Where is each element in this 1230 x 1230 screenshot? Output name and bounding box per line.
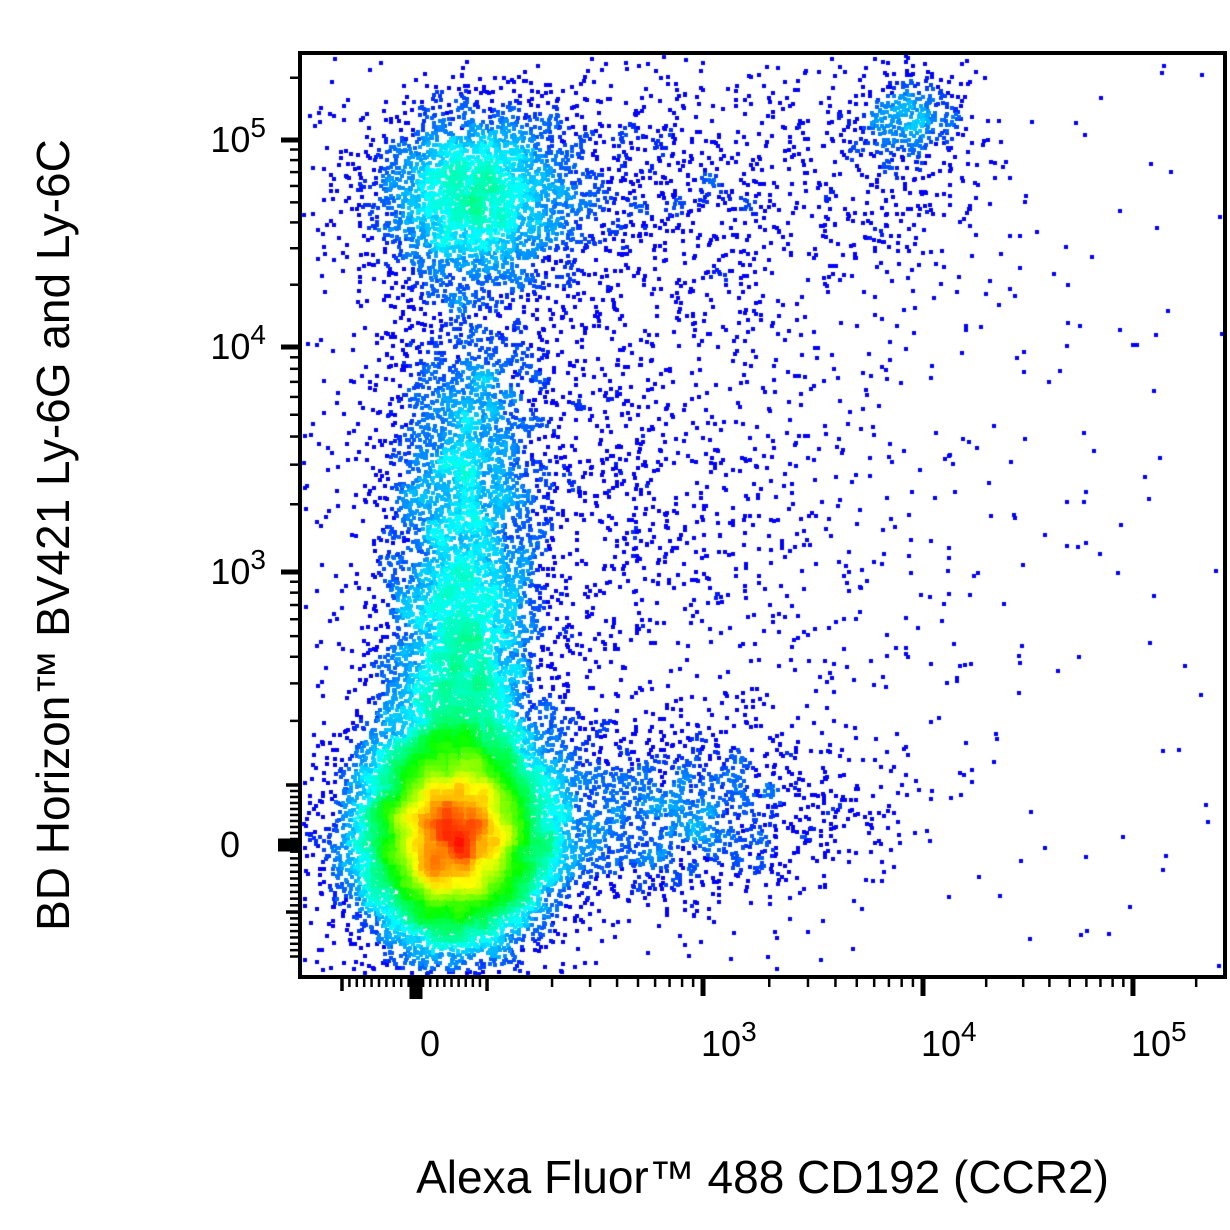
x-tick-label-1e5: 105 bbox=[1130, 1016, 1187, 1064]
x-tick-label-0: 0 bbox=[419, 1023, 441, 1064]
x-tick-label-1e4: 104 bbox=[920, 1016, 977, 1064]
density-plot-canvas bbox=[300, 53, 1225, 977]
x-tick-label-1e3: 103 bbox=[701, 1016, 757, 1064]
x-axis-label: Alexa Fluor™ 488 CD192 (CCR2) bbox=[416, 1151, 1109, 1203]
y-axis-label: BD Horizon™ BV421 Ly-6G and Ly-6C bbox=[27, 139, 79, 931]
y-tick-label-0: 0 bbox=[219, 823, 240, 865]
y-tick-label-1e4: 104 bbox=[210, 319, 266, 368]
y-tick-label-1e5: 105 bbox=[210, 112, 266, 161]
y-tick-label-1e3: 103 bbox=[210, 544, 266, 592]
